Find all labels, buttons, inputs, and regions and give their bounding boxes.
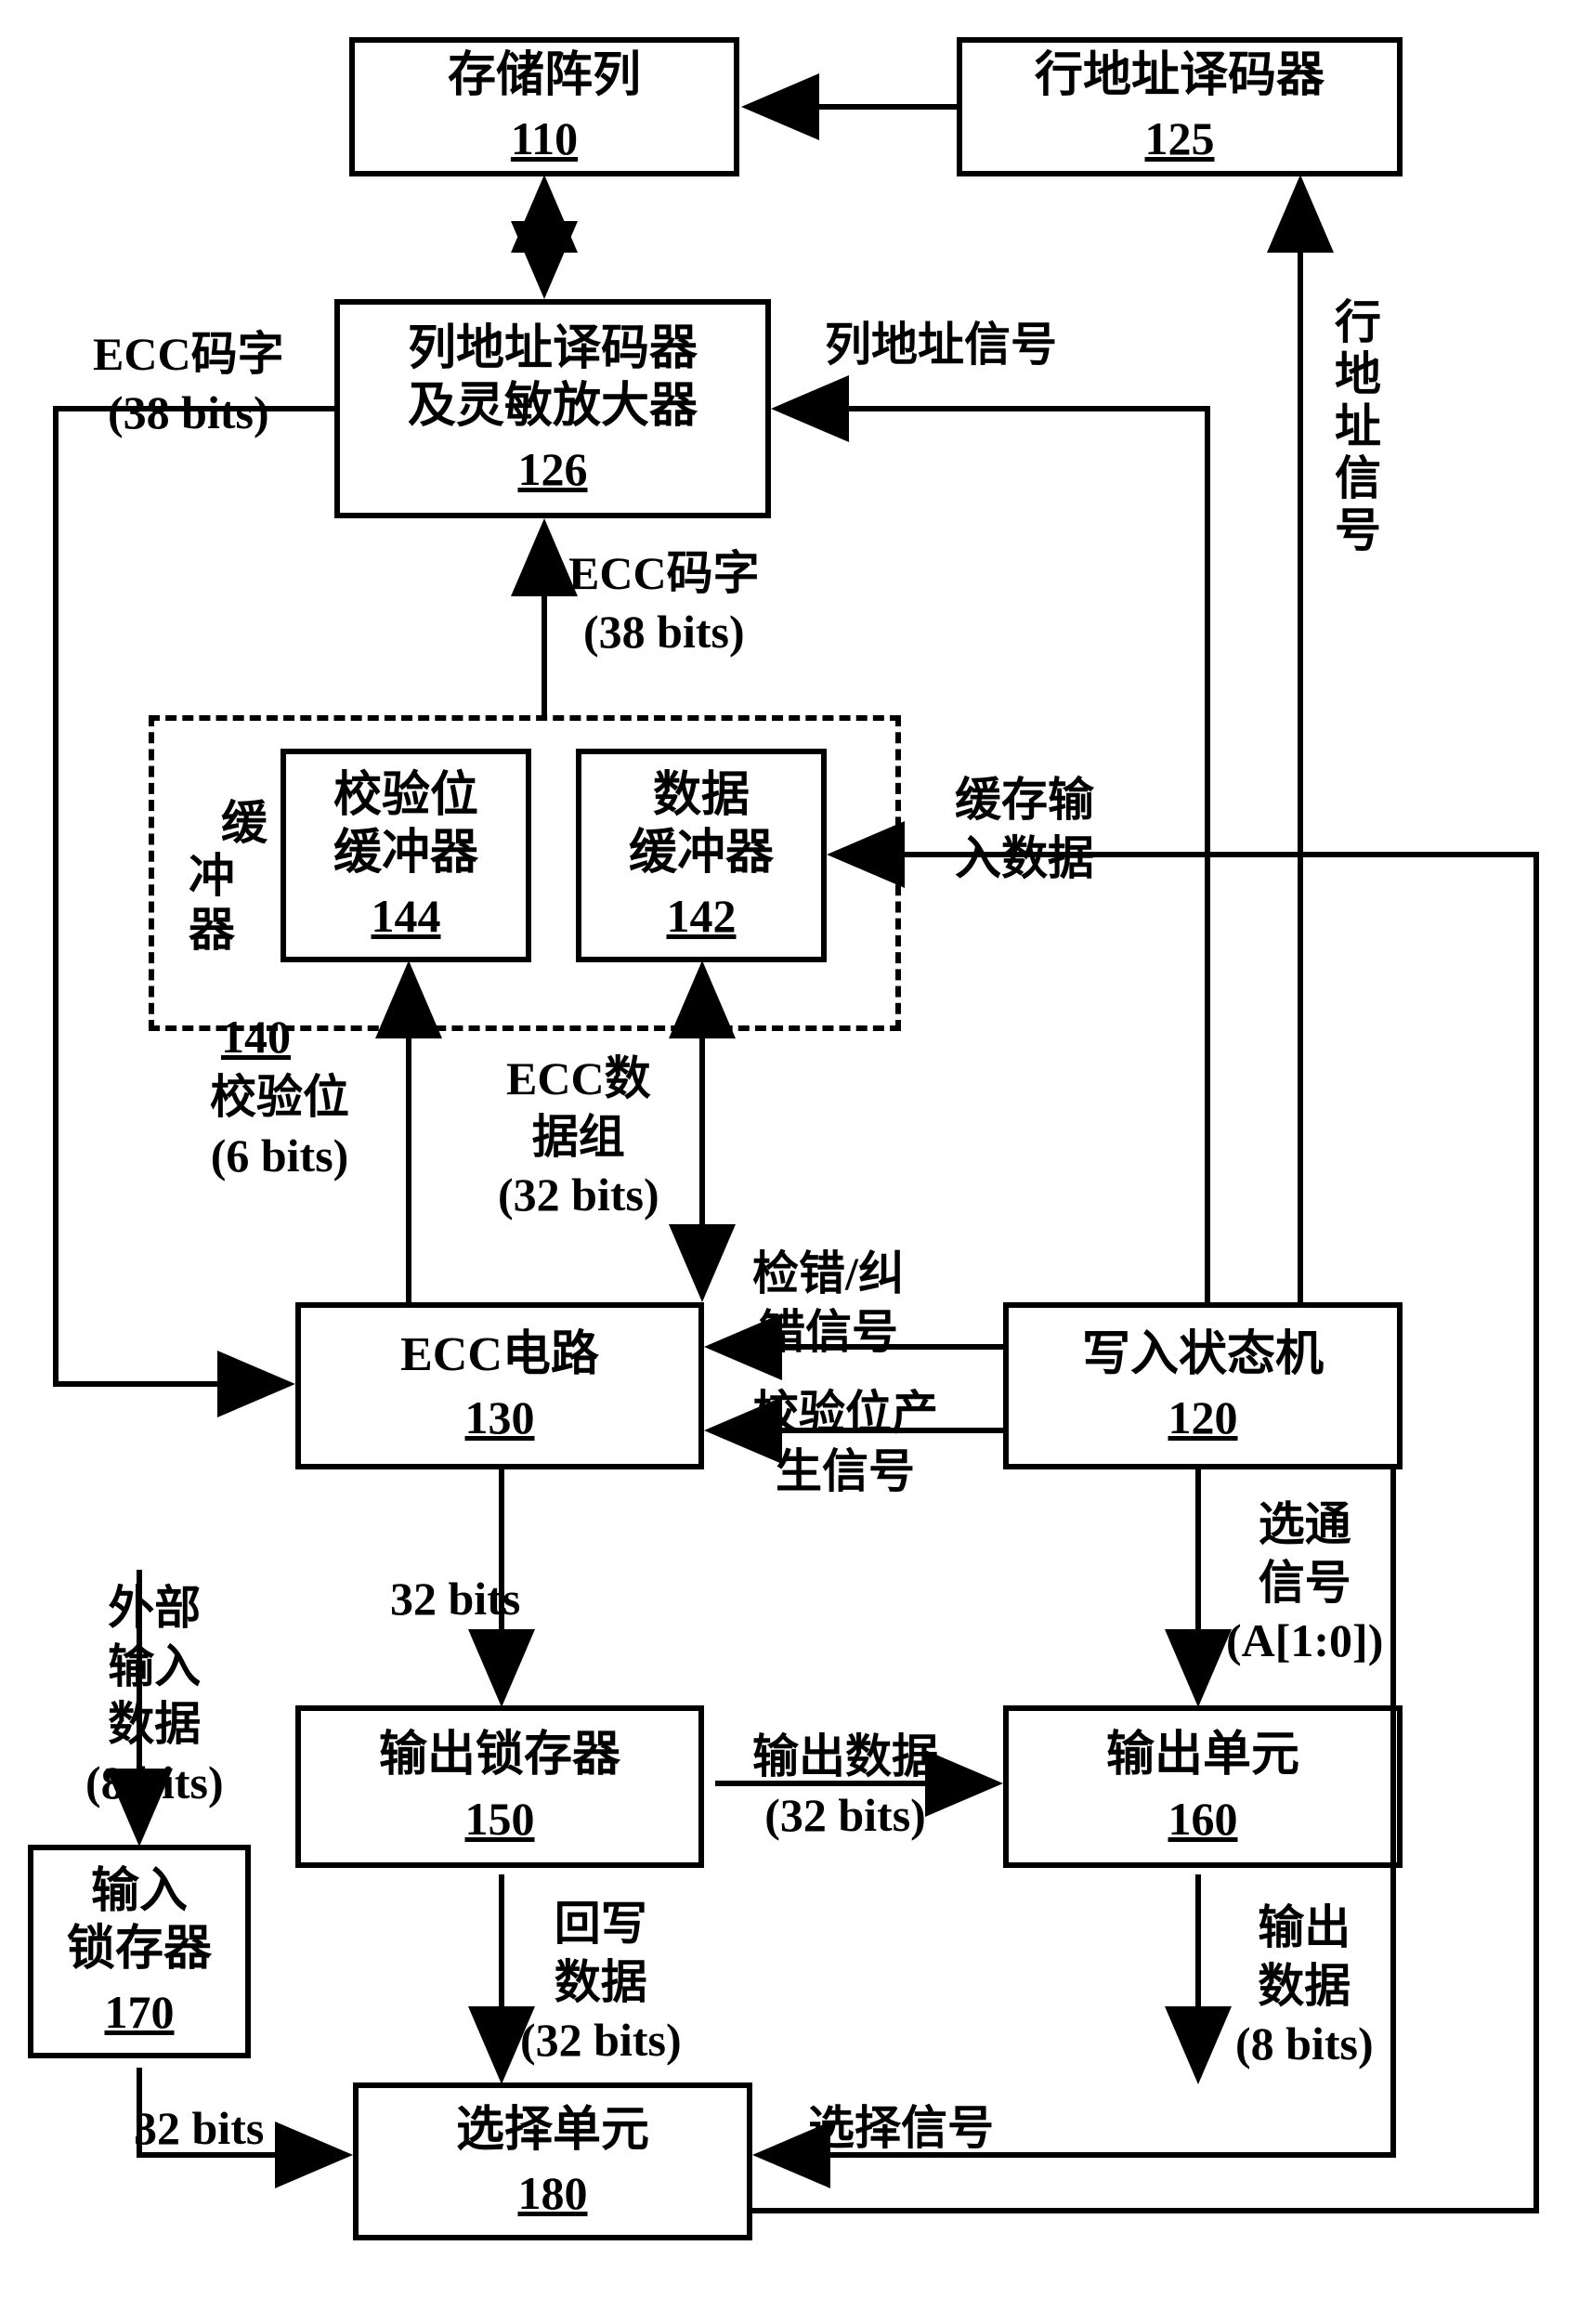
- block-title: 写入状态机: [1082, 1326, 1324, 1384]
- block-num: 150: [465, 1791, 535, 1847]
- block-num: 170: [105, 1984, 175, 2040]
- block-title: 存储阵列: [448, 47, 641, 105]
- block-num: 144: [372, 888, 441, 944]
- block-num: 110: [511, 111, 578, 166]
- block-input-latch: 输入 锁存器 170: [28, 1845, 251, 2058]
- label-check-bits: 校验位 (6 bits): [210, 1068, 349, 1184]
- label-ecc-data-group: ECC数 据组 (32 bits): [498, 1050, 659, 1224]
- block-title: 输出锁存器: [379, 1727, 620, 1784]
- label-strobe: 选通 信号 (A[1:0]): [1226, 1495, 1383, 1670]
- block-num: 142: [667, 888, 737, 944]
- label-select-signal: 选择信号: [808, 2099, 994, 2158]
- label-32bits-mid: 32 bits: [390, 1570, 520, 1628]
- block-title: 校验位 缓冲器: [333, 767, 478, 883]
- block-row-decoder: 行地址译码器 125: [957, 37, 1403, 176]
- label-check-gen: 校验位产 生信号: [752, 1384, 938, 1500]
- block-num: 120: [1168, 1390, 1238, 1445]
- block-title: ECC电路: [400, 1326, 599, 1384]
- label-col-addr-signal: 列地址信号: [825, 316, 1057, 374]
- block-title: 输出单元: [1106, 1727, 1299, 1784]
- buffer-num: 140: [221, 1011, 291, 1063]
- block-num: 130: [465, 1390, 535, 1445]
- label-writeback: 回写 数据 (32 bits): [520, 1895, 682, 2069]
- label-output-data-8: 输出 数据 (8 bits): [1235, 1899, 1374, 2073]
- label-ecc-codeword-mid: ECC码字 (38 bits): [568, 544, 760, 660]
- block-mem-array: 存储阵列 110: [349, 37, 739, 176]
- block-select-unit: 选择单元 180: [353, 2082, 752, 2240]
- block-check-buffer: 校验位 缓冲器 144: [281, 749, 531, 962]
- block-num: 160: [1168, 1791, 1238, 1847]
- block-title: 行地址译码器: [1035, 47, 1324, 105]
- block-title: 输入 锁存器: [67, 1863, 212, 1979]
- buffer-label: 缓 冲 器 140: [175, 743, 249, 1117]
- block-num: 180: [518, 2165, 588, 2221]
- block-write-state-machine: 写入状态机 120: [1003, 1302, 1403, 1469]
- block-num: 125: [1145, 111, 1215, 166]
- block-title: 列地址译码器 及灵敏放大器: [408, 320, 698, 437]
- block-num: 126: [518, 441, 588, 497]
- block-title: 数据 缓冲器: [629, 767, 774, 883]
- label-ext-input: 外部 输入 数据 (8 bits): [85, 1579, 224, 1811]
- block-ecc: ECC电路 130: [295, 1302, 704, 1469]
- label-row-addr-signal: 行地址信号: [1328, 242, 1379, 613]
- block-output-unit: 输出单元 160: [1003, 1705, 1403, 1868]
- block-title: 选择单元: [456, 2102, 649, 2160]
- label-ecc-codeword-left: ECC码字 (38 bits): [93, 325, 284, 441]
- label-detect-correct: 检错/纠 错信号: [752, 1245, 905, 1361]
- label-output-data-32: 输出数据 (32 bits): [752, 1728, 938, 1844]
- block-data-buffer: 数据 缓冲器 142: [576, 749, 827, 962]
- block-output-latch: 输出锁存器 150: [295, 1705, 704, 1868]
- label-buffer-in-data: 缓存输 入数据: [955, 771, 1094, 887]
- label-32bits-bottom: 32 bits: [134, 2099, 264, 2158]
- block-col-decoder: 列地址译码器 及灵敏放大器 126: [334, 299, 771, 518]
